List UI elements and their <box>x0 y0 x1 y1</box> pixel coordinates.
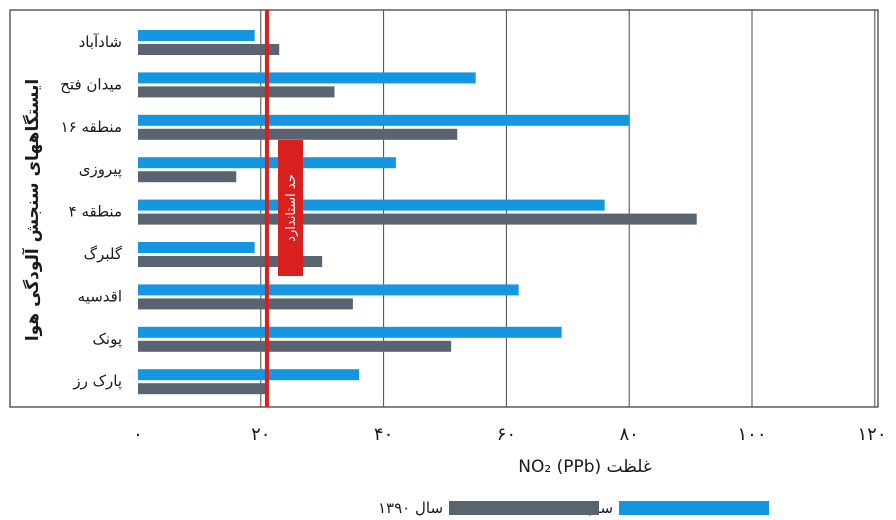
bar-1390-2 <box>138 128 458 140</box>
bar-1395-1 <box>138 72 476 84</box>
bar-1390-1 <box>138 86 335 98</box>
bar-1395-6 <box>138 284 519 296</box>
category-label: گلبرگ <box>84 245 123 263</box>
x-tick-label: ۴۰ <box>374 424 393 445</box>
legend-item-1390: سال ۱۳۹۰ <box>378 496 600 520</box>
x-tick-label: ۱۰۰ <box>737 424 766 445</box>
reference-label: حد استاندارد <box>284 174 299 242</box>
x-tick-label: ۲۰ <box>251 424 270 445</box>
x-tick-label: ۰ <box>133 424 143 445</box>
reference-line-group: حد استاندارد <box>264 10 303 407</box>
bar-1390-6 <box>138 298 353 310</box>
bar-1390-8 <box>138 383 267 395</box>
category-label: منطقه ۱۶ <box>61 118 122 136</box>
category-label: پونک <box>92 330 122 349</box>
category-label: پیروزی <box>79 160 122 179</box>
category-label: منطقه ۴ <box>69 203 122 221</box>
bar-1395-8 <box>138 369 360 381</box>
category-label: پارک رز <box>72 372 122 391</box>
x-tick-label: ۶۰ <box>497 424 516 445</box>
bar-1390-5 <box>138 256 323 267</box>
bar-1390-4 <box>138 213 697 225</box>
reference-label-box <box>278 140 303 276</box>
bar-1395-2 <box>138 114 630 126</box>
category-label: شادآباد <box>79 33 122 51</box>
legend-label-1390: سال ۱۳۹۰ <box>378 499 444 517</box>
bar-1395-0 <box>138 30 255 41</box>
bar-1395-7 <box>138 326 562 338</box>
legend-swatch-1395 <box>619 501 770 515</box>
x-tick-labels: ۰ ۲۰ ۴۰ ۶۰ ۸۰ ۱۰۰ ۱۲۰ <box>133 424 886 445</box>
category-label: اقدسیه <box>78 287 122 305</box>
bar-1395-4 <box>138 199 605 211</box>
no2-bar-chart: شادآباد میدان فتح منطقه ۱۶ پیروزی منطقه ۴ گلب… <box>9 9 887 477</box>
x-axis-label: غلظت NO₂ (PPb) <box>518 457 652 477</box>
bar-1395-5 <box>138 242 255 253</box>
category-labels: شادآباد میدان فتح منطقه ۱۶ پیروزی منطقه ۴ گلب… <box>60 33 123 391</box>
bar-1390-7 <box>138 340 452 352</box>
legend-swatch-1390 <box>449 501 600 515</box>
legend: سال ۱۳۹۵ سال ۱۳۹۰ <box>0 496 896 520</box>
y-axis-label: ایستگاههای سنجش آلودگی هوا <box>21 79 43 341</box>
bar-1390-3 <box>138 171 237 183</box>
bar-1390-0 <box>138 44 280 55</box>
x-tick-label: ۸۰ <box>620 424 639 445</box>
category-label: میدان فتح <box>60 75 122 93</box>
x-tick-label: ۱۲۰ <box>857 424 886 445</box>
